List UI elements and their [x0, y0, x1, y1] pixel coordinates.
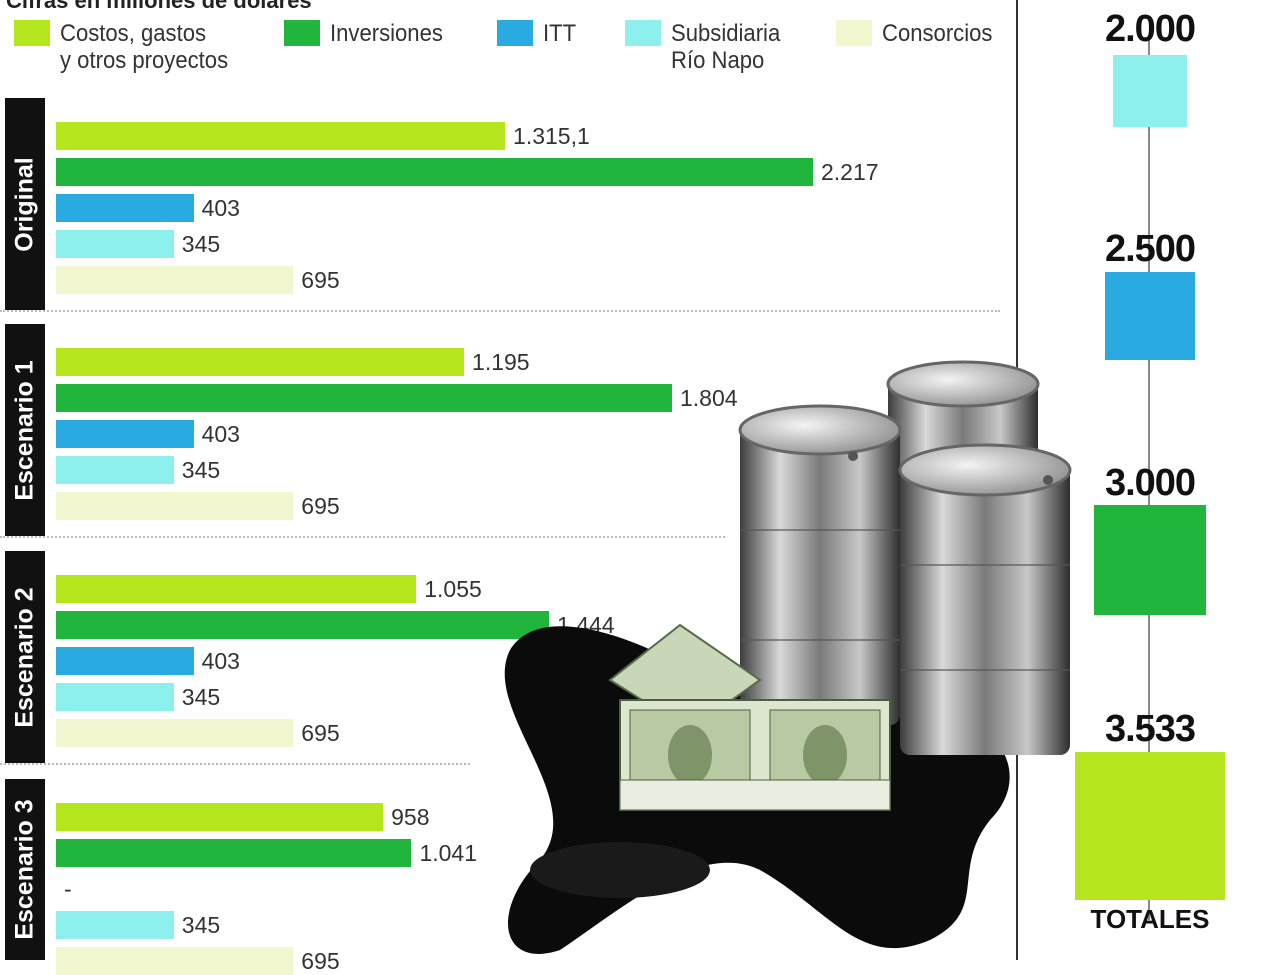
- total-value-2: 2.500: [1104, 228, 1196, 270]
- legend: Costos, gastos y otros proyectos Inversi…: [0, 18, 1010, 82]
- legend-label-costos: Costos, gastos y otros proyectos: [60, 20, 229, 74]
- legend-item-itt: ITT: [497, 20, 579, 47]
- total-value-1: 2.000: [1104, 8, 1196, 50]
- bar-escenario-1-itt: [56, 420, 194, 448]
- bar-value-original-consorcios: 695: [301, 267, 340, 293]
- bar-escenario-3-inversiones: [56, 839, 412, 867]
- group-label-original: Original: [5, 98, 45, 310]
- bar-value-original-itt: 403: [201, 195, 240, 221]
- legend-label-itt: ITT: [543, 20, 577, 47]
- group-label-text: Escenario 3: [10, 799, 39, 940]
- legend-label-inversiones: Inversiones: [330, 20, 443, 47]
- bar-value-escenario-3-itt: -: [64, 876, 72, 902]
- bar-value-escenario-3-costos: 958: [391, 804, 430, 830]
- legend-item-inversiones: Inversiones: [284, 20, 453, 47]
- bar-value-escenario-3-consorcios: 695: [301, 948, 340, 974]
- money-stack-icon: [608, 623, 891, 811]
- total-value-4: 3.533: [1104, 708, 1196, 750]
- total-box-2: [1105, 272, 1195, 360]
- legend-label-consorcios: Consorcios: [882, 20, 993, 47]
- bar-original-consorcios: [56, 266, 294, 294]
- bar-value-escenario-2-subsidiaria: 345: [181, 684, 221, 710]
- legend-label-subsidiaria: Subsidiaria Río Napo: [671, 20, 781, 74]
- bar-value-escenario-1-inversiones: 1.804: [679, 385, 738, 411]
- group-label-escenario-2: Escenario 2: [5, 551, 45, 763]
- totals-label: TOTALES: [1090, 904, 1210, 934]
- bar-value-escenario-3-subsidiaria: 345: [181, 912, 221, 938]
- bar-value-escenario-1-itt: 403: [201, 421, 240, 447]
- bar-escenario-2-consorcios: [56, 719, 294, 747]
- total-box-3: [1094, 505, 1206, 615]
- legend-swatch-itt: [497, 20, 533, 46]
- group-divider: [0, 763, 470, 765]
- group-divider: [0, 536, 725, 538]
- bar-value-original-subsidiaria: 345: [181, 231, 221, 257]
- bar-escenario-2-inversiones: [56, 611, 550, 639]
- bar-escenario-1-consorcios: [56, 492, 294, 520]
- bar-escenario-1-subsidiaria: [56, 456, 174, 484]
- bar-value-escenario-1-subsidiaria: 345: [181, 457, 221, 483]
- bar-value-original-costos: 1.315,1: [513, 123, 590, 149]
- total-value-3: 3.000: [1104, 462, 1196, 504]
- bar-original-inversiones: [56, 158, 813, 186]
- bar-escenario-2-subsidiaria: [56, 683, 174, 711]
- bar-original-costos: [56, 122, 506, 150]
- bar-value-escenario-1-costos: 1.195: [472, 349, 530, 375]
- bar-escenario-1-inversiones: [56, 384, 672, 412]
- bar-value-escenario-2-itt: 403: [201, 648, 240, 674]
- bar-escenario-3-subsidiaria: [56, 911, 174, 939]
- group-divider: [0, 310, 1000, 312]
- chart-subtitle: Cifras en millones de dólares: [6, 0, 312, 13]
- group-label-text: Escenario 1: [10, 359, 39, 501]
- group-label-text: Original: [10, 156, 39, 252]
- legend-item-consorcios: Consorcios: [836, 20, 1002, 47]
- bar-value-escenario-1-consorcios: 695: [301, 493, 340, 519]
- total-box-1: [1113, 55, 1187, 127]
- bar-escenario-3-consorcios: [56, 947, 294, 975]
- bar-value-escenario-2-consorcios: 695: [301, 720, 340, 746]
- totals-axis-line: [1148, 40, 1150, 920]
- legend-item-costos: Costos, gastos y otros proyectos: [14, 20, 243, 74]
- legend-swatch-inversiones: [284, 20, 320, 46]
- bar-value-original-inversiones: 2.217: [821, 159, 879, 185]
- bar-original-itt: [56, 194, 194, 222]
- bar-escenario-1-costos: [56, 348, 465, 376]
- total-box-4: [1075, 752, 1225, 900]
- bar-value-escenario-3-inversiones: 1.041: [419, 840, 477, 866]
- bar-value-escenario-2-costos: 1.055: [424, 576, 482, 602]
- legend-swatch-consorcios: [836, 20, 872, 46]
- legend-swatch-subsidiaria: [625, 20, 661, 46]
- bar-escenario-2-costos: [56, 575, 417, 603]
- bar-escenario-3-costos: [56, 803, 384, 831]
- legend-item-subsidiaria: Subsidiaria Río Napo: [625, 20, 790, 74]
- group-label-text: Escenario 2: [10, 586, 39, 728]
- legend-swatch-costos: [14, 20, 50, 46]
- oil-barrels-and-money-illustration: [504, 360, 1072, 954]
- group-label-escenario-3: Escenario 3: [5, 779, 45, 960]
- group-label-escenario-1: Escenario 1: [5, 324, 45, 536]
- bar-original-subsidiaria: [56, 230, 174, 258]
- bar-escenario-2-itt: [56, 647, 194, 675]
